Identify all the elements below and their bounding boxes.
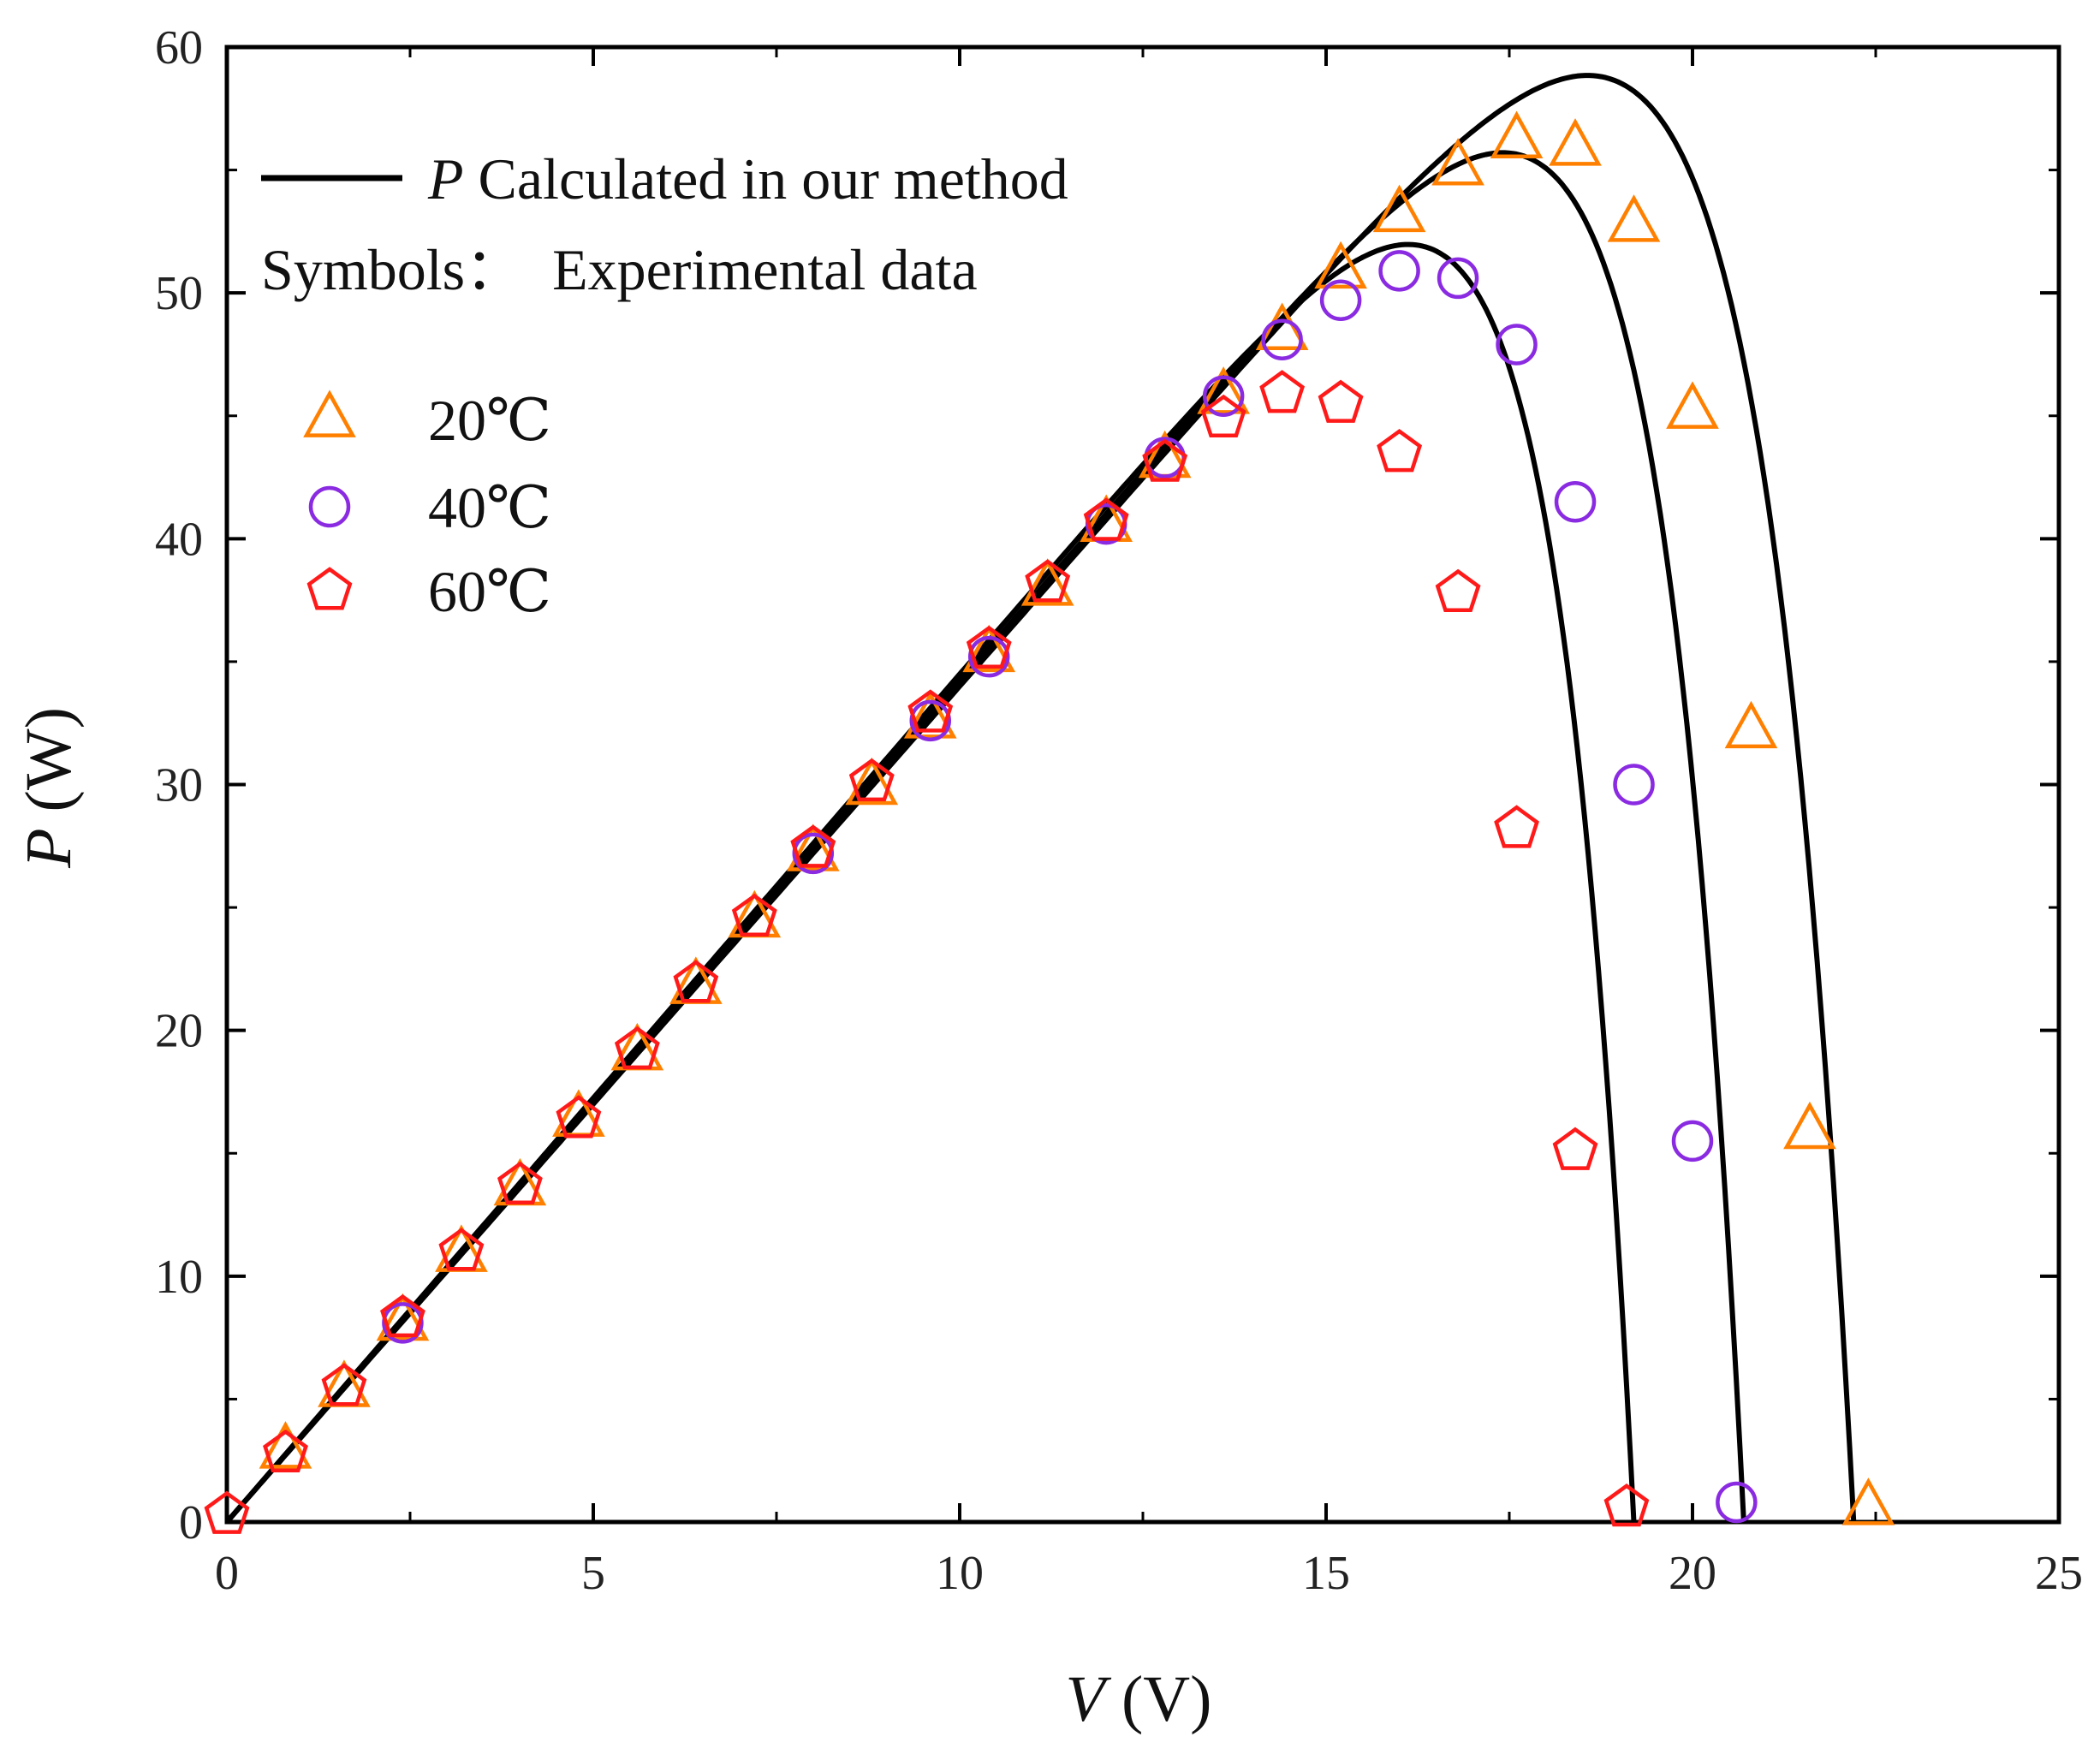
data-point-triangle — [1255, 302, 1309, 350]
data-point-pentagon — [556, 1095, 602, 1139]
data-point-circle — [1554, 481, 1597, 523]
data-point-pentagon — [907, 689, 954, 733]
y-axis: 0 10 20 30 40 50 60 — [155, 21, 2059, 1549]
legend-label-circle: 40℃ — [428, 475, 551, 540]
series-triangle — [259, 110, 1895, 1525]
data-point-pentagon — [497, 1161, 543, 1205]
data-point-circle — [1671, 1120, 1714, 1162]
legend-line-label: P Calculated in our method — [427, 146, 1068, 211]
y-tick-label: 60 — [155, 21, 203, 74]
legend-label-triangle: 20℃ — [428, 388, 551, 453]
data-point-triangle — [962, 624, 1016, 673]
data-point-pentagon — [1318, 379, 1364, 423]
data-point-triangle — [1314, 241, 1367, 289]
y-tick-label: 50 — [155, 267, 203, 320]
data-point-triangle — [259, 1421, 312, 1469]
data-point-circle — [967, 635, 1010, 678]
data-point-pentagon — [1025, 559, 1071, 603]
data-point-triangle — [1372, 184, 1426, 233]
data-point-pentagon — [673, 960, 719, 1003]
data-point-pentagon — [1377, 429, 1423, 473]
data-point-triangle — [1783, 1101, 1836, 1150]
data-point-circle — [1613, 764, 1655, 806]
x-axis: 0 5 10 15 20 25 — [215, 47, 2083, 1600]
data-point-triangle — [376, 1293, 430, 1341]
experimental-markers — [204, 110, 1895, 1534]
data-point-triangle — [1666, 381, 1719, 429]
data-point-triangle — [1197, 366, 1250, 414]
data-point-pentagon — [790, 824, 836, 868]
x-tick-label: 5 — [581, 1547, 605, 1600]
series-circle — [382, 250, 1758, 1524]
legend-marker-pentagon — [306, 567, 353, 610]
data-point-circle — [1437, 257, 1479, 300]
data-point-triangle — [1607, 194, 1661, 242]
data-point-pentagon — [1259, 370, 1306, 413]
data-point-pentagon — [1435, 568, 1481, 612]
y-axis-title: P (W) — [13, 707, 85, 869]
data-point-circle — [792, 832, 835, 875]
data-point-pentagon — [614, 1026, 660, 1070]
data-point-pentagon — [1200, 394, 1246, 438]
calculated-curve-40c — [224, 150, 1746, 1524]
data-point-triangle — [1020, 558, 1074, 606]
data-point-pentagon — [1494, 805, 1539, 848]
data-point-pentagon — [1603, 1484, 1650, 1527]
series-pentagon — [204, 370, 1650, 1534]
data-point-circle — [1319, 279, 1362, 322]
y-tick-label: 30 — [155, 759, 203, 812]
legend-entries: 20℃ 40℃ 60℃ — [303, 388, 551, 624]
data-point-circle — [1496, 324, 1538, 366]
data-point-triangle — [845, 757, 899, 806]
data-point-triangle — [786, 824, 840, 871]
data-point-circle — [382, 1302, 424, 1344]
calculated-curves — [224, 73, 1857, 1524]
data-point-circle — [909, 699, 952, 742]
data-point-pentagon — [966, 625, 1012, 669]
y-tick-label: 10 — [155, 1251, 203, 1304]
data-point-circle — [1202, 375, 1245, 418]
calculated-curve-60c — [224, 241, 1637, 1524]
y-tick-label: 0 — [179, 1496, 203, 1549]
data-point-circle — [1716, 1481, 1758, 1524]
x-axis-title: V (V) — [1066, 1663, 1212, 1735]
data-point-pentagon — [1142, 438, 1188, 482]
data-point-triangle — [1490, 110, 1544, 158]
data-point-triangle — [1431, 138, 1484, 186]
x-tick-label: 20 — [1669, 1547, 1716, 1600]
data-point-pentagon — [1552, 1127, 1598, 1170]
legend-label-pentagon: 60℃ — [428, 559, 551, 624]
data-point-pentagon — [380, 1293, 425, 1338]
data-point-pentagon — [848, 758, 895, 802]
data-point-triangle — [903, 691, 957, 739]
legend-symbols-caption: Symbols： Experimental data — [261, 237, 978, 302]
data-point-pentagon — [263, 1429, 308, 1473]
data-point-pentagon — [1083, 497, 1129, 541]
x-tick-label: 15 — [1302, 1547, 1350, 1600]
x-tick-label: 10 — [936, 1547, 984, 1600]
y-tick-label: 20 — [155, 1005, 203, 1058]
data-point-pentagon — [438, 1228, 485, 1271]
data-point-triangle — [1841, 1478, 1895, 1525]
data-point-circle — [1261, 318, 1303, 360]
legend-marker-triangle — [303, 389, 356, 437]
x-tick-label: 0 — [215, 1547, 239, 1600]
legend-marker-circle — [308, 485, 351, 528]
data-point-pentagon — [204, 1490, 250, 1534]
data-point-triangle — [1549, 118, 1602, 166]
data-point-triangle — [1724, 700, 1778, 749]
data-point-pentagon — [731, 893, 777, 937]
y-tick-label: 40 — [155, 513, 203, 566]
data-point-pentagon — [321, 1363, 367, 1406]
legend: P Calculated in our method Symbols： Expe… — [261, 146, 1068, 624]
data-point-circle — [1378, 250, 1420, 292]
x-tick-label: 25 — [2035, 1547, 2083, 1600]
